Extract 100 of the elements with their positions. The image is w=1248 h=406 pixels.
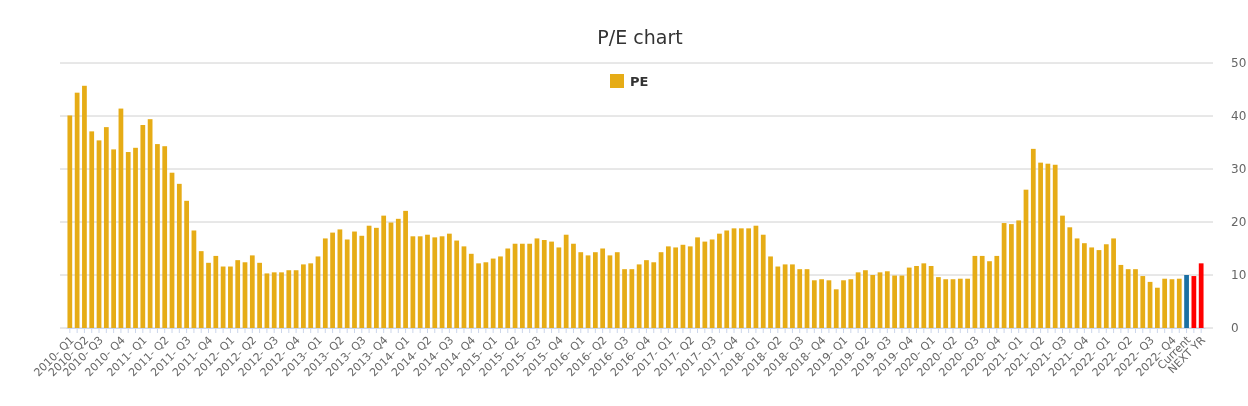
bar — [176, 183, 182, 328]
bar — [1184, 275, 1189, 328]
bar — [133, 147, 138, 328]
bar — [89, 131, 95, 328]
bar — [490, 258, 496, 328]
bar — [870, 275, 876, 328]
bar — [833, 289, 839, 328]
bar — [600, 248, 606, 328]
bar — [687, 246, 693, 328]
bar — [1191, 276, 1197, 328]
bar — [775, 266, 781, 328]
bar — [782, 264, 788, 328]
bar — [271, 272, 277, 328]
bar — [1176, 278, 1182, 328]
bar — [768, 256, 773, 328]
bar — [1198, 263, 1204, 328]
bar — [979, 255, 985, 328]
bar — [103, 127, 109, 328]
bar — [738, 228, 744, 328]
bar — [498, 256, 503, 328]
bar — [892, 275, 897, 328]
bar — [82, 85, 87, 328]
bar — [519, 243, 525, 328]
bar — [111, 149, 116, 328]
bar — [1038, 162, 1043, 328]
bar — [279, 272, 284, 328]
bar — [1067, 227, 1073, 328]
bar — [549, 241, 554, 328]
bar — [359, 235, 365, 328]
bar — [184, 200, 189, 328]
bar — [352, 231, 357, 328]
legend-label: PE — [630, 74, 649, 89]
bar — [1052, 164, 1058, 328]
bar — [921, 263, 927, 328]
bar — [1016, 220, 1022, 328]
bar — [592, 252, 598, 328]
bar — [74, 92, 80, 328]
bar — [140, 125, 146, 328]
bar — [702, 241, 708, 328]
bar — [1133, 269, 1138, 328]
bar — [505, 248, 511, 328]
y-tick-label: 50 — [1231, 56, 1247, 71]
bar — [1089, 247, 1095, 328]
bar — [476, 263, 481, 328]
bar — [483, 262, 489, 328]
bar — [914, 265, 919, 328]
bar — [665, 246, 671, 328]
bar — [863, 270, 868, 328]
bar — [673, 247, 679, 328]
bar — [541, 240, 547, 328]
bar — [644, 260, 649, 328]
bar — [571, 243, 576, 328]
bar — [957, 278, 963, 328]
bar — [965, 278, 970, 328]
bar — [848, 279, 854, 328]
bar — [811, 280, 817, 328]
bar — [322, 238, 328, 328]
bar — [1125, 269, 1131, 328]
bar — [695, 237, 700, 328]
bar — [330, 232, 335, 328]
bar — [622, 269, 627, 328]
bar — [797, 269, 803, 328]
bar — [228, 266, 233, 328]
y-tick-label: 30 — [1231, 162, 1247, 177]
bar — [709, 239, 715, 328]
bar — [454, 240, 460, 328]
bar — [162, 146, 168, 328]
bar — [943, 279, 949, 328]
bar — [636, 264, 642, 328]
bar — [819, 279, 824, 328]
y-tick-label: 40 — [1231, 109, 1247, 124]
bar — [125, 152, 131, 328]
bar — [629, 269, 635, 328]
bar — [1111, 238, 1116, 328]
bar — [651, 262, 657, 328]
bar — [308, 263, 314, 328]
bar — [213, 255, 219, 328]
bar — [1162, 278, 1168, 328]
bar — [417, 236, 423, 328]
bar — [936, 277, 941, 328]
bar — [198, 251, 204, 328]
bar — [425, 234, 430, 328]
bar — [1155, 287, 1160, 328]
bar — [257, 262, 262, 328]
bar — [395, 218, 401, 328]
bar — [1140, 276, 1146, 328]
bar — [1009, 224, 1014, 328]
bar — [614, 252, 620, 328]
bar — [1060, 215, 1065, 328]
y-tick-label: 10 — [1231, 268, 1247, 283]
bar — [906, 267, 912, 328]
y-tick-label: 20 — [1231, 215, 1247, 230]
bar — [717, 233, 722, 328]
bar — [1030, 148, 1036, 328]
bar — [447, 233, 452, 328]
bar — [344, 239, 350, 328]
bar — [841, 280, 846, 328]
bar — [578, 252, 584, 328]
bar — [563, 234, 569, 328]
bar — [884, 271, 890, 328]
